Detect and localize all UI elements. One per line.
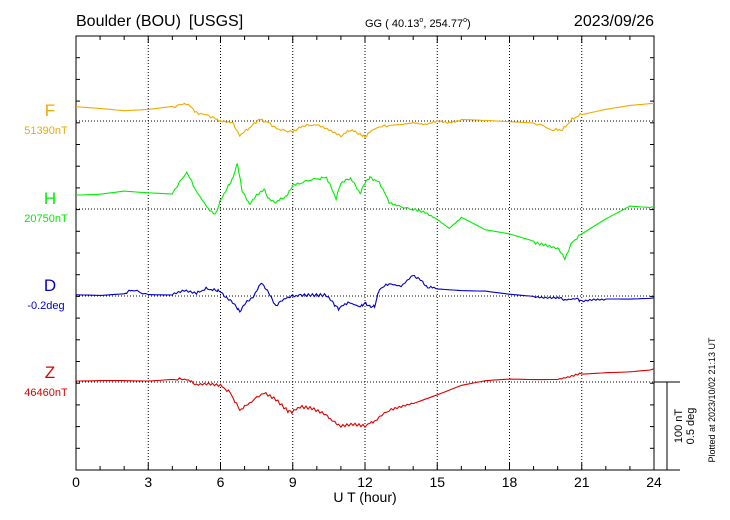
x-tick-label: 12 <box>357 474 373 490</box>
x-tick-label: 0 <box>72 474 80 490</box>
series-name-F: F <box>45 101 55 120</box>
series-name-H: H <box>44 189 56 208</box>
series-lines <box>75 102 655 429</box>
scale-bar-label-nt: 100 nT <box>673 409 685 444</box>
series-labels: F 51390nT H 20750nT D -0.2deg Z 46460nT <box>24 101 68 399</box>
date-label: 2023/09/26 <box>574 13 654 30</box>
scale-bar-label-deg: 0.5 deg <box>685 408 697 445</box>
series-line-F <box>75 102 655 139</box>
x-tick-label: 6 <box>217 474 225 490</box>
baseline-grid <box>76 120 654 383</box>
series-baseline-Z: 46460nT <box>24 387 68 399</box>
x-tick-label: 3 <box>144 474 152 490</box>
series-name-Z: Z <box>45 363 55 382</box>
vertical-grid <box>147 36 583 470</box>
series-line-D <box>75 274 655 313</box>
plotted-at-note: Plotted at 2023/10/02 21:13 UT <box>707 337 717 463</box>
x-tick-label: 24 <box>646 474 662 490</box>
coordinates-label: GG ( 40.13o, 254.77o) <box>365 17 471 30</box>
x-tick-label: 9 <box>289 474 297 490</box>
series-baseline-D: -0.2deg <box>27 300 64 312</box>
x-tick-label: 15 <box>429 474 445 490</box>
series-line-Z <box>76 368 655 429</box>
series-name-D: D <box>44 276 56 295</box>
x-tick-label: 18 <box>502 474 518 490</box>
axis-ticks <box>75 35 655 471</box>
scale-bar: 100 nT 0.5 deg <box>654 381 697 471</box>
x-tick-labels: 0 3 6 9 12 15 18 21 24 <box>72 474 662 490</box>
series-line-H <box>75 163 655 262</box>
station-title: Boulder (BOU) [USGS] <box>76 13 243 30</box>
series-baseline-H: 20750nT <box>24 213 68 225</box>
series-baseline-F: 51390nT <box>24 125 68 137</box>
x-tick-label: 21 <box>574 474 590 490</box>
x-axis-label: U T (hour) <box>333 489 396 505</box>
